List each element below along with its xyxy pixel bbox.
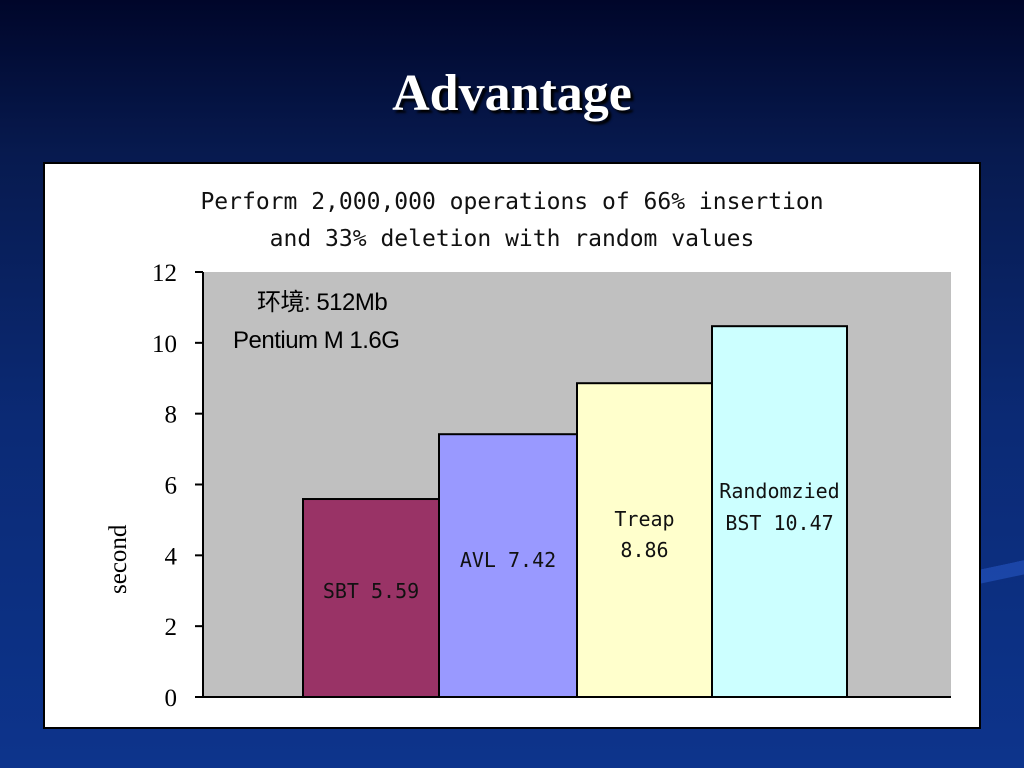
annotation-line-2: Pentium M 1.6G bbox=[233, 327, 400, 354]
data-label-2-1: 8.86 bbox=[620, 538, 668, 562]
y-tick-label-6: 6 bbox=[165, 473, 178, 500]
data-label-3-0: Randomzied bbox=[719, 479, 839, 503]
annotation-line-1: 环境: 512Mb bbox=[257, 289, 388, 316]
y-tick-label-2: 2 bbox=[165, 614, 178, 641]
y-axis-label-wrap: second bbox=[105, 525, 133, 594]
y-tick-label-8: 8 bbox=[165, 402, 178, 429]
data-label-3-1: BST 10.47 bbox=[725, 511, 833, 535]
data-label-2-0: Treap bbox=[614, 507, 674, 531]
chart-title-line-2: and 33% deletion with random values bbox=[269, 226, 755, 252]
slide-title: Advantage bbox=[392, 65, 632, 122]
bar-chart: SBT 5.59 AVL 7.42 Treap 8.86 Randomzied BST 1… bbox=[152, 260, 951, 712]
y-tick-label-12: 12 bbox=[152, 260, 177, 287]
y-axis-label: second bbox=[105, 524, 132, 594]
data-label-0-0: SBT 5.59 bbox=[323, 579, 419, 603]
y-tick-label-0: 0 bbox=[165, 685, 178, 712]
y-tick-label-4: 4 bbox=[165, 543, 178, 570]
y-tick-label-10: 10 bbox=[152, 331, 177, 358]
chart-title: Perform 2,000,000 operations of 66% inse… bbox=[45, 184, 979, 258]
chart-title-line-1: Perform 2,000,000 operations of 66% inse… bbox=[200, 189, 824, 215]
data-label-1-0: AVL 7.42 bbox=[460, 548, 556, 572]
chart-container: Perform 2,000,000 operations of 66% inse… bbox=[43, 162, 981, 729]
chart-annotation: 环境: 512Mb Pentium M 1.6G bbox=[233, 284, 400, 360]
